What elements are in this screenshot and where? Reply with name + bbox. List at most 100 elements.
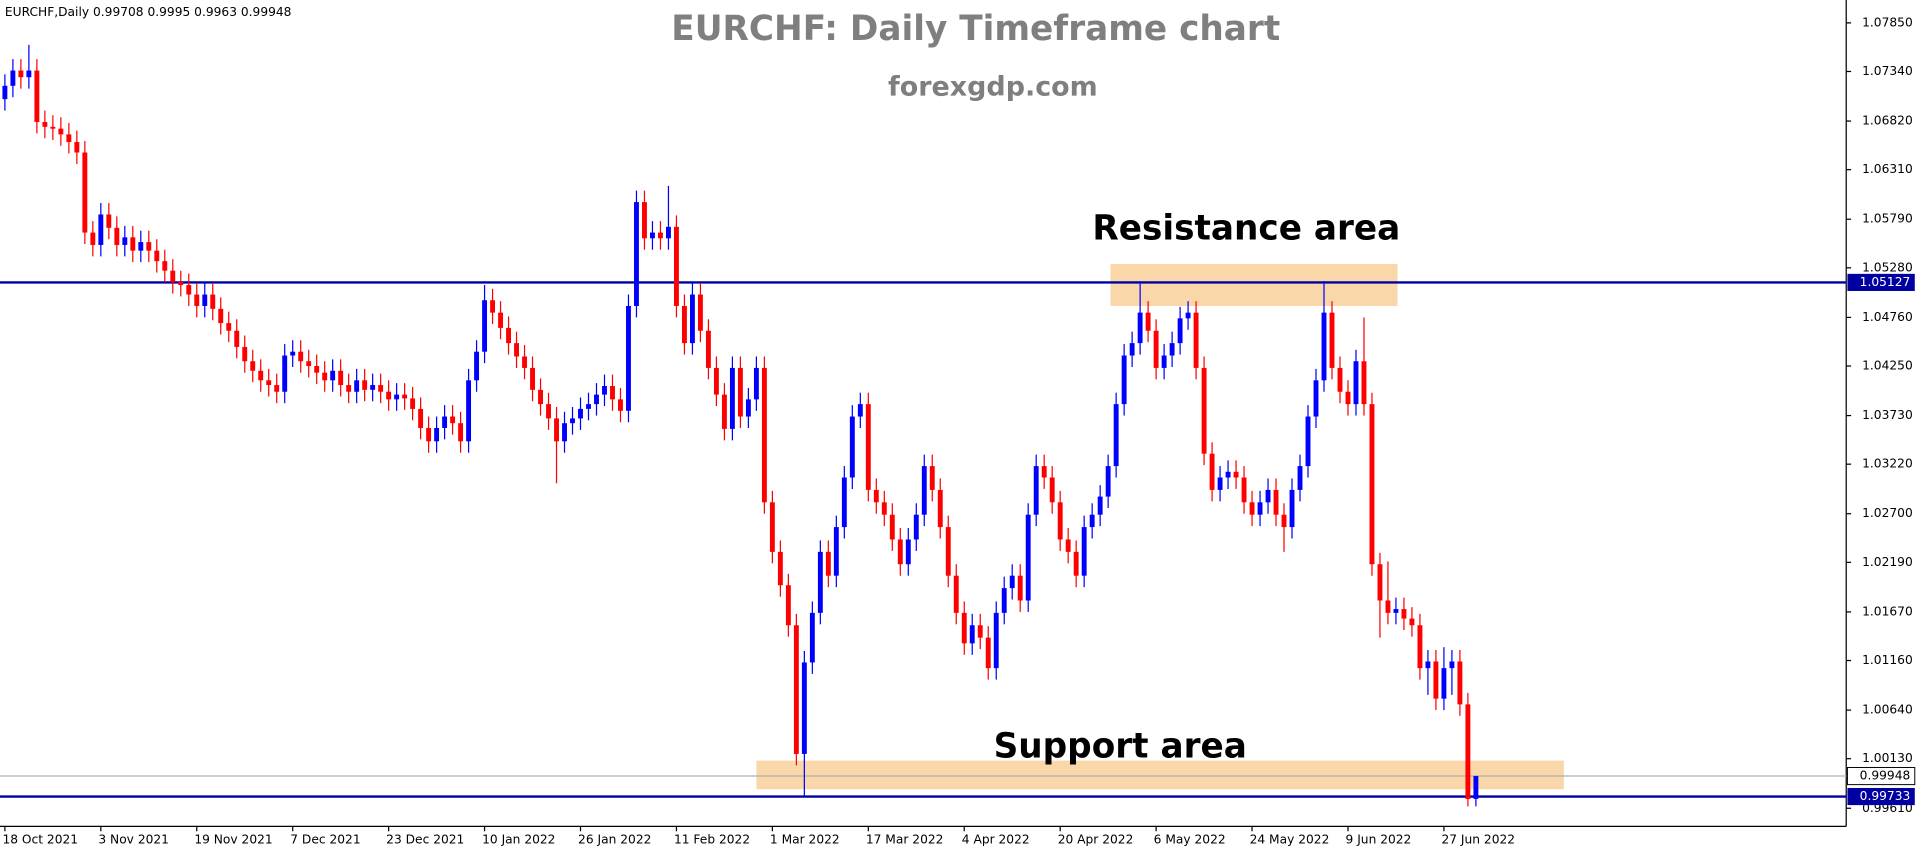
x-tick-label: 4 Apr 2022 xyxy=(962,832,1030,846)
candle-body xyxy=(626,305,631,411)
candle-body xyxy=(1465,704,1471,799)
candle-body xyxy=(1433,661,1439,699)
candle-body xyxy=(90,232,96,245)
candle-body xyxy=(921,466,927,515)
y-tick-label: 1.05280 xyxy=(1862,260,1913,274)
candle-body xyxy=(905,539,911,565)
high-value: 0.9995 xyxy=(147,5,190,19)
candle-body xyxy=(538,389,543,405)
candle-body xyxy=(1217,477,1223,490)
candle-body xyxy=(849,416,855,478)
candle-body xyxy=(314,366,320,373)
candle-body xyxy=(586,404,591,409)
candle-body xyxy=(98,214,104,245)
candle-body xyxy=(594,394,599,405)
candle-body xyxy=(1337,367,1343,392)
candle-body xyxy=(1393,609,1399,613)
open-value: 0.99708 xyxy=(93,5,144,19)
x-tick-label: 1 Mar 2022 xyxy=(770,832,840,846)
candle-body xyxy=(658,232,663,239)
candle-body xyxy=(777,551,783,586)
candle-body xyxy=(1137,312,1143,344)
candle-body xyxy=(785,585,791,626)
candle-body xyxy=(1065,539,1071,552)
x-tick-label: 26 Jan 2022 xyxy=(578,832,651,846)
candle-body xyxy=(1177,318,1183,344)
candle-body xyxy=(82,152,88,233)
candle-body xyxy=(1033,466,1039,515)
candle-body xyxy=(194,294,200,306)
candle-body xyxy=(1473,776,1479,799)
candle-body xyxy=(865,404,871,490)
x-tick-label: 23 Dec 2021 xyxy=(386,832,464,846)
candle-body xyxy=(1385,600,1391,613)
candle-body xyxy=(546,404,551,419)
candle-body xyxy=(1265,489,1271,503)
candle-body xyxy=(1145,312,1151,331)
candle-body xyxy=(106,214,112,228)
candle-body xyxy=(681,305,687,344)
candle-body xyxy=(937,489,943,528)
candle-body xyxy=(2,85,8,100)
x-tick-label: 18 Oct 2021 xyxy=(2,832,78,846)
bid-label-box xyxy=(1846,766,1916,786)
x-tick-label: 17 Mar 2022 xyxy=(866,832,944,846)
candle-body xyxy=(74,142,80,153)
candle-body xyxy=(10,70,16,86)
candle-body xyxy=(1009,575,1015,589)
candle-body xyxy=(410,398,416,409)
candle-body xyxy=(162,261,168,271)
candle-body xyxy=(985,637,991,669)
candle-body xyxy=(1401,609,1407,619)
y-tick-label: 1.07340 xyxy=(1862,64,1913,78)
candles xyxy=(2,44,1479,807)
zone-label: Support area xyxy=(994,727,1247,767)
candle-body xyxy=(42,122,48,127)
candle-body xyxy=(793,625,799,754)
candle-body xyxy=(202,294,208,306)
candle-body xyxy=(1425,661,1431,669)
candle-body xyxy=(673,226,679,306)
candle-body xyxy=(697,294,703,331)
candle-body xyxy=(1049,477,1055,503)
candle-body xyxy=(977,625,983,638)
candle-body xyxy=(833,527,839,576)
candle-body xyxy=(650,232,655,239)
x-tick-label: 11 Feb 2022 xyxy=(674,832,750,846)
candle-body xyxy=(929,466,935,490)
candle-body xyxy=(490,300,496,313)
candle-body xyxy=(1257,502,1263,515)
candle-body xyxy=(1193,312,1199,368)
candle-body xyxy=(634,202,639,306)
candle-body xyxy=(1201,367,1207,454)
candle-body xyxy=(1169,343,1175,356)
candle-body xyxy=(1121,355,1127,405)
candle-body xyxy=(250,361,256,371)
candle-body xyxy=(146,242,152,251)
candle-body xyxy=(434,427,440,442)
candle-body xyxy=(1025,514,1031,601)
candle-body xyxy=(1089,514,1095,528)
candle-body xyxy=(969,625,975,644)
zones xyxy=(756,264,1564,790)
candle-body xyxy=(178,282,184,285)
candle-body xyxy=(1313,380,1319,417)
candle-body xyxy=(721,394,727,429)
candle-body xyxy=(34,70,40,123)
candle-body xyxy=(370,385,376,390)
candle-body xyxy=(689,294,695,344)
candle-body xyxy=(1289,489,1295,528)
candle-body xyxy=(1297,466,1303,490)
candle-body xyxy=(26,70,32,78)
y-tick-label: 1.05790 xyxy=(1862,212,1913,226)
candle-body xyxy=(570,418,575,424)
candle-body xyxy=(1441,668,1447,699)
candle-body xyxy=(801,662,807,754)
candle-body xyxy=(50,126,56,129)
candle-body xyxy=(122,237,128,245)
candle-body xyxy=(1209,453,1215,490)
candle-body xyxy=(1129,343,1135,356)
y-tick-label: 1.03730 xyxy=(1862,408,1913,422)
candle-body xyxy=(218,308,224,324)
